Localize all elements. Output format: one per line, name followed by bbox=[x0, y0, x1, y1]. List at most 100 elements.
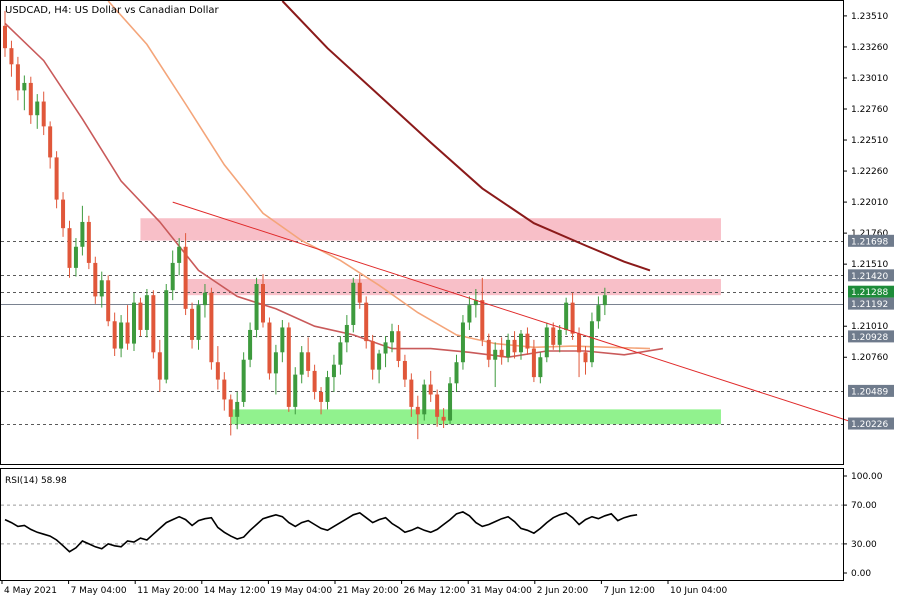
candle bbox=[261, 274, 265, 328]
candle-body bbox=[151, 295, 156, 353]
candle-body bbox=[273, 352, 278, 374]
candle-body bbox=[28, 82, 33, 116]
candle bbox=[177, 238, 182, 276]
candle bbox=[190, 302, 195, 349]
candle-body bbox=[86, 221, 91, 263]
candle bbox=[215, 346, 220, 390]
time-tick-label: 10 Jun 04:00 bbox=[670, 586, 727, 596]
candle bbox=[506, 333, 511, 363]
rsi-tick-label: 100.00 bbox=[851, 472, 883, 482]
candle-body bbox=[241, 359, 246, 402]
candle bbox=[125, 305, 130, 350]
candle-body bbox=[460, 322, 465, 363]
candle bbox=[351, 277, 356, 333]
candle-body bbox=[164, 290, 169, 380]
candle-body bbox=[428, 384, 433, 395]
main-panel-frame bbox=[0, 0, 844, 465]
candle-body bbox=[48, 126, 53, 158]
candle-body bbox=[557, 329, 562, 345]
candle-body bbox=[73, 246, 78, 268]
candle bbox=[235, 392, 240, 430]
candle bbox=[331, 354, 336, 393]
candle bbox=[35, 94, 40, 129]
candle-body bbox=[35, 101, 40, 116]
trendline[interactable] bbox=[172, 201, 864, 426]
candle-body bbox=[344, 324, 349, 343]
candle bbox=[209, 287, 214, 370]
candle-body bbox=[351, 282, 356, 325]
candle-body bbox=[144, 295, 149, 330]
candle bbox=[312, 364, 317, 400]
candle bbox=[448, 377, 453, 425]
candle bbox=[196, 300, 201, 350]
candle-body bbox=[409, 379, 414, 407]
support-zone-3 bbox=[230, 409, 721, 425]
candle-body bbox=[570, 302, 575, 334]
candle bbox=[344, 315, 349, 353]
candle bbox=[441, 408, 446, 429]
candle bbox=[422, 379, 427, 421]
candle bbox=[286, 322, 291, 412]
candle bbox=[273, 344, 278, 395]
candle bbox=[551, 322, 556, 350]
candle bbox=[589, 312, 594, 368]
candle-body bbox=[280, 327, 285, 353]
resistance-zone-1 bbox=[140, 218, 721, 241]
candle bbox=[435, 389, 440, 427]
candle bbox=[9, 40, 14, 77]
candle bbox=[293, 367, 298, 415]
candle bbox=[170, 250, 175, 301]
candle-body bbox=[254, 284, 259, 330]
candle bbox=[306, 337, 311, 378]
candle bbox=[396, 324, 401, 368]
candle bbox=[325, 370, 330, 410]
candle bbox=[493, 342, 498, 388]
candle-body bbox=[512, 339, 517, 353]
time-tick-label: 21 May 20:00 bbox=[337, 586, 399, 596]
candle bbox=[402, 354, 407, 388]
candle-body bbox=[119, 322, 124, 349]
price-tick-label: 1.22760 bbox=[851, 105, 888, 115]
candle-body bbox=[190, 308, 195, 340]
candle-body bbox=[506, 339, 511, 358]
rsi-layer bbox=[1, 504, 843, 553]
candle-body bbox=[364, 302, 369, 342]
candle bbox=[228, 394, 233, 436]
candle-body bbox=[441, 416, 446, 421]
candle-body bbox=[448, 383, 453, 421]
candle bbox=[338, 336, 343, 375]
candle-body bbox=[202, 292, 207, 306]
candle bbox=[531, 339, 536, 383]
candle-body bbox=[577, 333, 582, 353]
candle bbox=[164, 284, 169, 384]
candle-body bbox=[67, 228, 72, 268]
candle bbox=[512, 331, 517, 359]
candle bbox=[364, 296, 369, 349]
price-tick-label: 1.23510 bbox=[851, 12, 888, 22]
price-tick-label: 1.21760 bbox=[851, 229, 888, 239]
candle bbox=[377, 349, 382, 384]
candle bbox=[86, 215, 91, 270]
candle bbox=[3, 10, 7, 57]
rsi-label: RSI(14) 58.98 bbox=[5, 476, 67, 486]
candle bbox=[202, 284, 207, 318]
candle bbox=[241, 352, 246, 407]
price-tag-box bbox=[848, 384, 894, 397]
price-tick-label: 1.22010 bbox=[851, 198, 888, 208]
candle bbox=[73, 238, 78, 277]
level-lines-layer bbox=[1, 241, 843, 425]
candle bbox=[93, 256, 98, 304]
candle-body bbox=[396, 331, 401, 361]
candle-body bbox=[519, 333, 523, 353]
candle bbox=[267, 317, 272, 380]
zone-layer bbox=[140, 218, 721, 425]
candle-body bbox=[583, 352, 588, 363]
candle bbox=[467, 296, 472, 330]
candle-body bbox=[596, 305, 601, 322]
candle-body bbox=[493, 349, 498, 360]
resistance-zone-2 bbox=[185, 279, 721, 296]
price-axis: 1.23510 1.23260 1.23010 1.22760 1.22510 1.222… bbox=[843, 12, 888, 363]
